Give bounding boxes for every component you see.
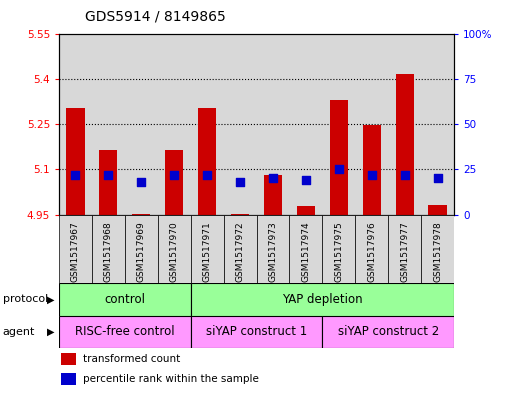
Point	[104, 172, 112, 178]
Bar	[322, 316, 454, 348]
Text: GSM1517972: GSM1517972	[235, 221, 245, 282]
Text: GDS5914 / 8149865: GDS5914 / 8149865	[85, 10, 225, 24]
Text: control: control	[104, 293, 145, 306]
Text: percentile rank within the sample: percentile rank within the sample	[83, 374, 259, 384]
Point	[302, 177, 310, 184]
Bar	[322, 215, 355, 283]
Bar	[330, 100, 348, 215]
Bar	[388, 34, 421, 215]
Text: protocol: protocol	[3, 294, 48, 305]
Text: ▶: ▶	[47, 327, 55, 337]
Text: agent: agent	[3, 327, 35, 337]
Point	[269, 175, 277, 182]
Text: GSM1517974: GSM1517974	[301, 221, 310, 282]
Point	[433, 175, 442, 182]
Bar	[264, 174, 282, 215]
Text: siYAP construct 1: siYAP construct 1	[206, 325, 307, 338]
Point	[368, 172, 376, 178]
Bar	[289, 34, 322, 215]
Bar	[158, 215, 191, 283]
Bar	[191, 283, 454, 316]
Bar	[59, 34, 92, 215]
Text: GSM1517971: GSM1517971	[203, 221, 212, 282]
Bar	[59, 283, 191, 316]
Bar	[125, 215, 158, 283]
Bar	[322, 34, 355, 215]
Text: GSM1517975: GSM1517975	[334, 221, 343, 282]
Text: GSM1517977: GSM1517977	[400, 221, 409, 282]
Bar	[157, 34, 191, 215]
Point	[334, 166, 343, 173]
Bar	[92, 215, 125, 283]
Bar	[289, 215, 322, 283]
Point	[236, 179, 244, 185]
Bar	[421, 215, 454, 283]
Bar	[428, 205, 447, 215]
Bar	[388, 215, 421, 283]
Bar	[165, 150, 183, 215]
Point	[401, 172, 409, 178]
Point	[137, 179, 145, 185]
Bar	[191, 316, 322, 348]
Bar	[256, 34, 289, 215]
Bar	[59, 215, 92, 283]
Bar	[297, 206, 315, 215]
Bar	[100, 150, 117, 215]
Text: GSM1517970: GSM1517970	[170, 221, 179, 282]
Bar	[355, 34, 388, 215]
Bar	[62, 373, 75, 385]
Bar	[132, 214, 150, 215]
Bar	[198, 108, 216, 215]
Bar	[363, 125, 381, 215]
Text: siYAP construct 2: siYAP construct 2	[338, 325, 439, 338]
Bar	[125, 34, 157, 215]
Point	[170, 172, 179, 178]
Text: GSM1517967: GSM1517967	[71, 221, 80, 282]
Text: GSM1517969: GSM1517969	[137, 221, 146, 282]
Bar	[355, 215, 388, 283]
Bar	[59, 316, 191, 348]
Bar	[191, 34, 224, 215]
Bar	[224, 34, 256, 215]
Point	[71, 172, 80, 178]
Text: GSM1517968: GSM1517968	[104, 221, 113, 282]
Bar	[256, 215, 289, 283]
Bar	[421, 34, 454, 215]
Text: GSM1517978: GSM1517978	[433, 221, 442, 282]
Text: YAP depletion: YAP depletion	[282, 293, 363, 306]
Text: RISC-free control: RISC-free control	[75, 325, 174, 338]
Text: GSM1517973: GSM1517973	[268, 221, 278, 282]
Text: GSM1517976: GSM1517976	[367, 221, 376, 282]
Bar	[191, 215, 224, 283]
Bar	[396, 75, 413, 215]
Text: transformed count: transformed count	[83, 354, 180, 364]
Bar	[224, 215, 256, 283]
Bar	[92, 34, 125, 215]
Point	[203, 172, 211, 178]
Bar	[62, 353, 75, 365]
Text: ▶: ▶	[47, 294, 55, 305]
Bar	[231, 214, 249, 215]
Bar	[66, 108, 85, 215]
